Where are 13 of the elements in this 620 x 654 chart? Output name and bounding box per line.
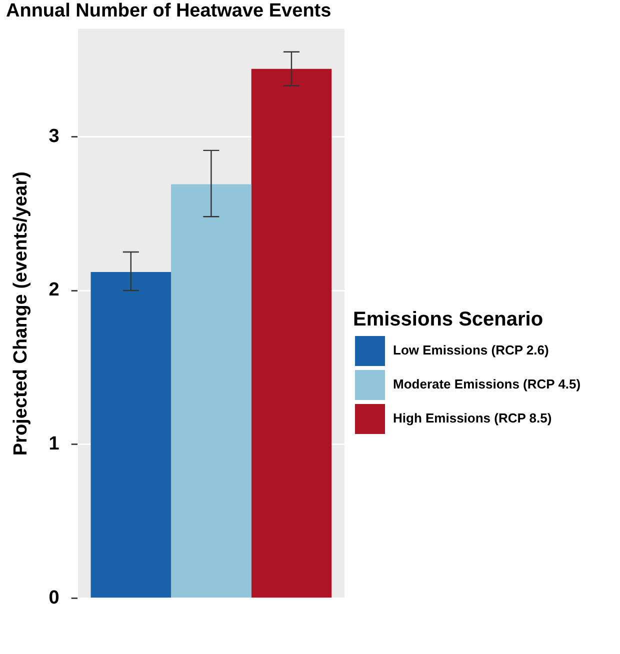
y-tick-label: 3 bbox=[48, 126, 60, 147]
chart-title: Annual Number of Heatwave Events bbox=[6, 0, 332, 22]
y-tick-label: 2 bbox=[48, 280, 60, 301]
legend-label: Low Emissions (RCP 2.6) bbox=[393, 342, 549, 358]
legend-title: Emissions Scenario bbox=[353, 308, 544, 331]
y-tick-label: 0 bbox=[48, 588, 60, 609]
legend-label: High Emissions (RCP 8.5) bbox=[393, 410, 552, 426]
bar bbox=[90, 272, 172, 598]
bar bbox=[251, 68, 332, 598]
bar bbox=[171, 184, 252, 598]
legend-label: Moderate Emissions (RCP 4.5) bbox=[393, 376, 581, 392]
y-axis-title: Projected Change (events/year) bbox=[10, 172, 32, 456]
y-tick-label: 1 bbox=[48, 434, 60, 455]
